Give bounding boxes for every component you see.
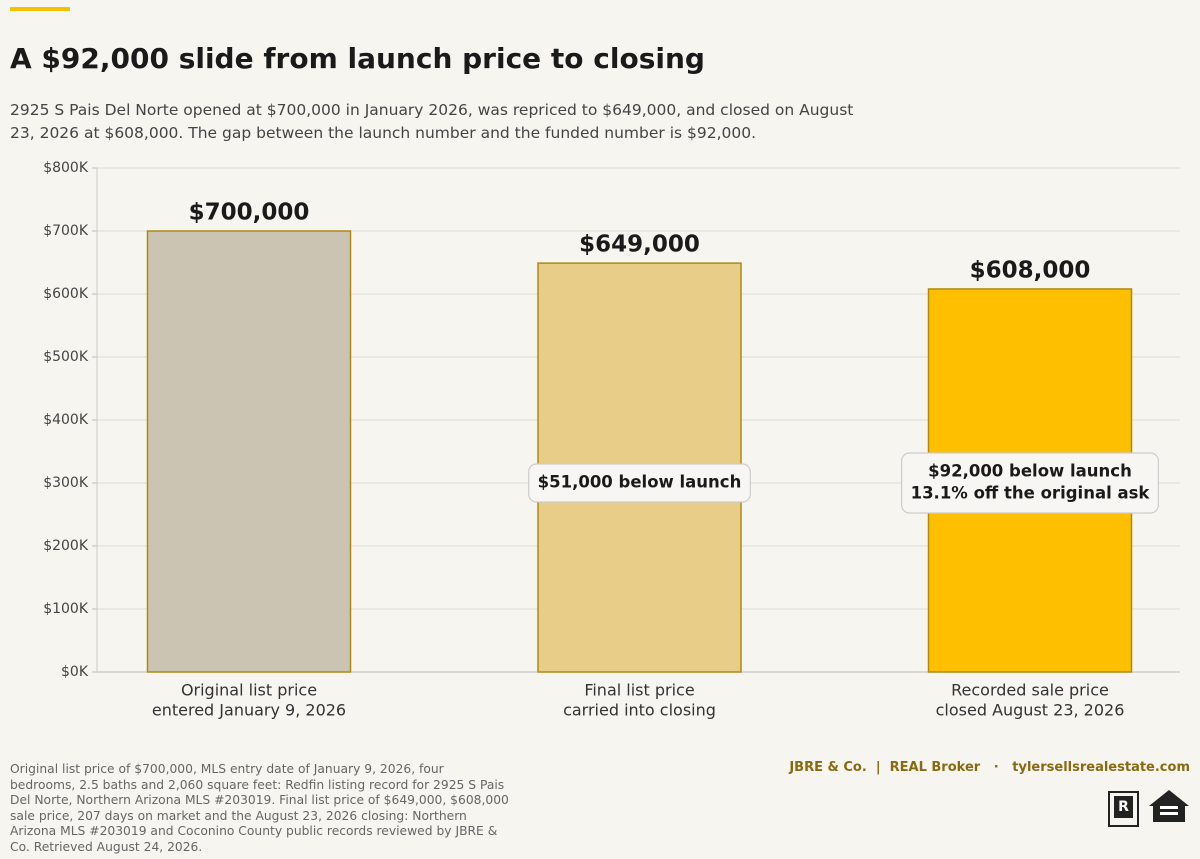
annotation: $92,000 below launch 13.1% off the origin… (900, 452, 1160, 514)
x-tick-detail: carried into closing (563, 701, 716, 720)
x-tick-detail: closed August 23, 2026 (936, 701, 1125, 720)
annotation-text: $51,000 below launch (538, 473, 742, 492)
value-label: $700,000 (189, 200, 310, 226)
y-tick-label: $0K (61, 664, 89, 680)
equal-housing-logo (1149, 790, 1189, 822)
annotation-box (900, 452, 1160, 514)
y-tick-label: $300K (43, 475, 89, 491)
x-tick-label: Recorded sale price (951, 681, 1109, 700)
brand-line: JBRE & Co. | REAL Broker · tylersellsrea… (789, 760, 1190, 775)
annotation-text: $92,000 below launch (928, 462, 1132, 481)
y-tick-label: $500K (43, 349, 89, 365)
chart-subtitle: 2925 S Pais Del Norte opened at $700,000… (10, 101, 854, 142)
y-tick-label: $800K (43, 160, 89, 176)
source-note: Original list price of $700,000, MLS ent… (10, 762, 509, 854)
accent-bar (10, 7, 70, 11)
x-tick-label: Original list price (181, 681, 317, 700)
annotation: $51,000 below launch (528, 463, 751, 503)
value-label: $649,000 (579, 232, 700, 258)
annotation-text: 13.1% off the original ask (911, 484, 1151, 503)
y-tick-label: $700K (43, 223, 89, 239)
y-tick-label: $100K (43, 601, 89, 617)
x-tick-detail: entered January 9, 2026 (152, 701, 346, 720)
svg-text:R: R (1118, 799, 1129, 815)
x-tick-label: Final list price (584, 681, 694, 700)
chart-title: A $92,000 slide from launch price to clo… (10, 42, 705, 75)
annotation-box (528, 463, 751, 503)
bar (146, 230, 352, 673)
value-label: $608,000 (970, 257, 1091, 283)
realtor-logo: R (1108, 791, 1139, 827)
y-tick-label: $600K (43, 286, 89, 302)
y-tick-label: $400K (43, 412, 89, 428)
y-tick-label: $200K (43, 538, 89, 554)
